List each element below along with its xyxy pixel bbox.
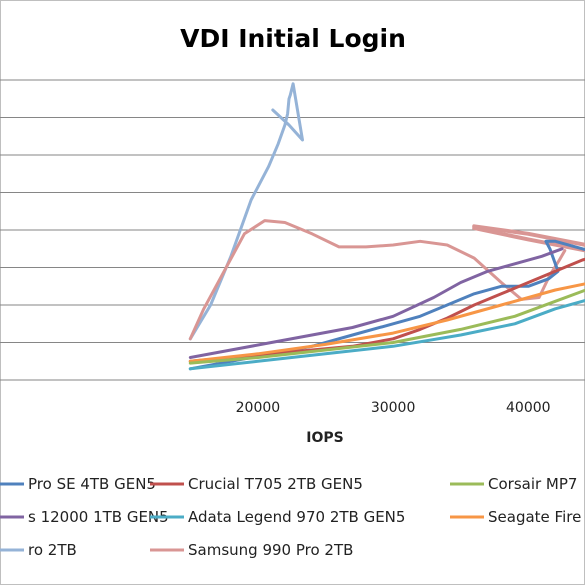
legend-label: Corsair MP7: [488, 475, 577, 493]
legend-label: Pro SE 4TB GEN5: [28, 475, 156, 493]
x-tick-label: 30000: [371, 400, 416, 416]
series-line: [188, 247, 564, 359]
legend-item: Adata Legend 970 2TB GEN5: [150, 508, 405, 526]
legend-item: Samsung 990 Pro 2TB: [150, 541, 353, 559]
legend-label: Adata Legend 970 2TB GEN5: [188, 508, 405, 526]
legend-label: s 12000 1TB GEN5: [28, 508, 169, 526]
x-tick-label: 20000: [236, 400, 281, 416]
legend-label: Crucial T705 2TB GEN5: [188, 475, 363, 493]
legend-label: ro 2TB: [28, 541, 77, 559]
series-line: [472, 224, 585, 247]
legend-item: Pro SE 4TB GEN5: [0, 475, 156, 493]
chart-title: VDI Initial Login: [180, 24, 406, 53]
x-axis-ticks: 20000 30000 40000 50000 60000: [236, 400, 551, 416]
series-lines: [188, 82, 585, 371]
legend-label: Samsung 990 Pro 2TB: [188, 541, 353, 559]
series-line: [188, 282, 585, 363]
x-tick-label: 40000: [506, 400, 551, 416]
gridlines: [0, 79, 585, 343]
legend-item: ro 2TB: [0, 541, 77, 559]
series-line: [472, 226, 585, 253]
legend-label: Seagate Fire: [488, 508, 581, 526]
legend: Pro SE 4TB GEN5 Crucial T705 2TB GEN5 Co…: [0, 475, 581, 559]
series-line: [188, 288, 585, 365]
x-axis-label: IOPS: [306, 430, 343, 446]
series-line: [188, 298, 585, 371]
series-line: [188, 82, 304, 341]
legend-item: Corsair MP7: [450, 475, 577, 493]
series-line: [188, 239, 585, 371]
series-line: [188, 219, 567, 341]
legend-item: s 12000 1TB GEN5: [0, 508, 169, 526]
legend-item: Crucial T705 2TB GEN5: [150, 475, 363, 493]
legend-item: Seagate Fire: [450, 508, 581, 526]
